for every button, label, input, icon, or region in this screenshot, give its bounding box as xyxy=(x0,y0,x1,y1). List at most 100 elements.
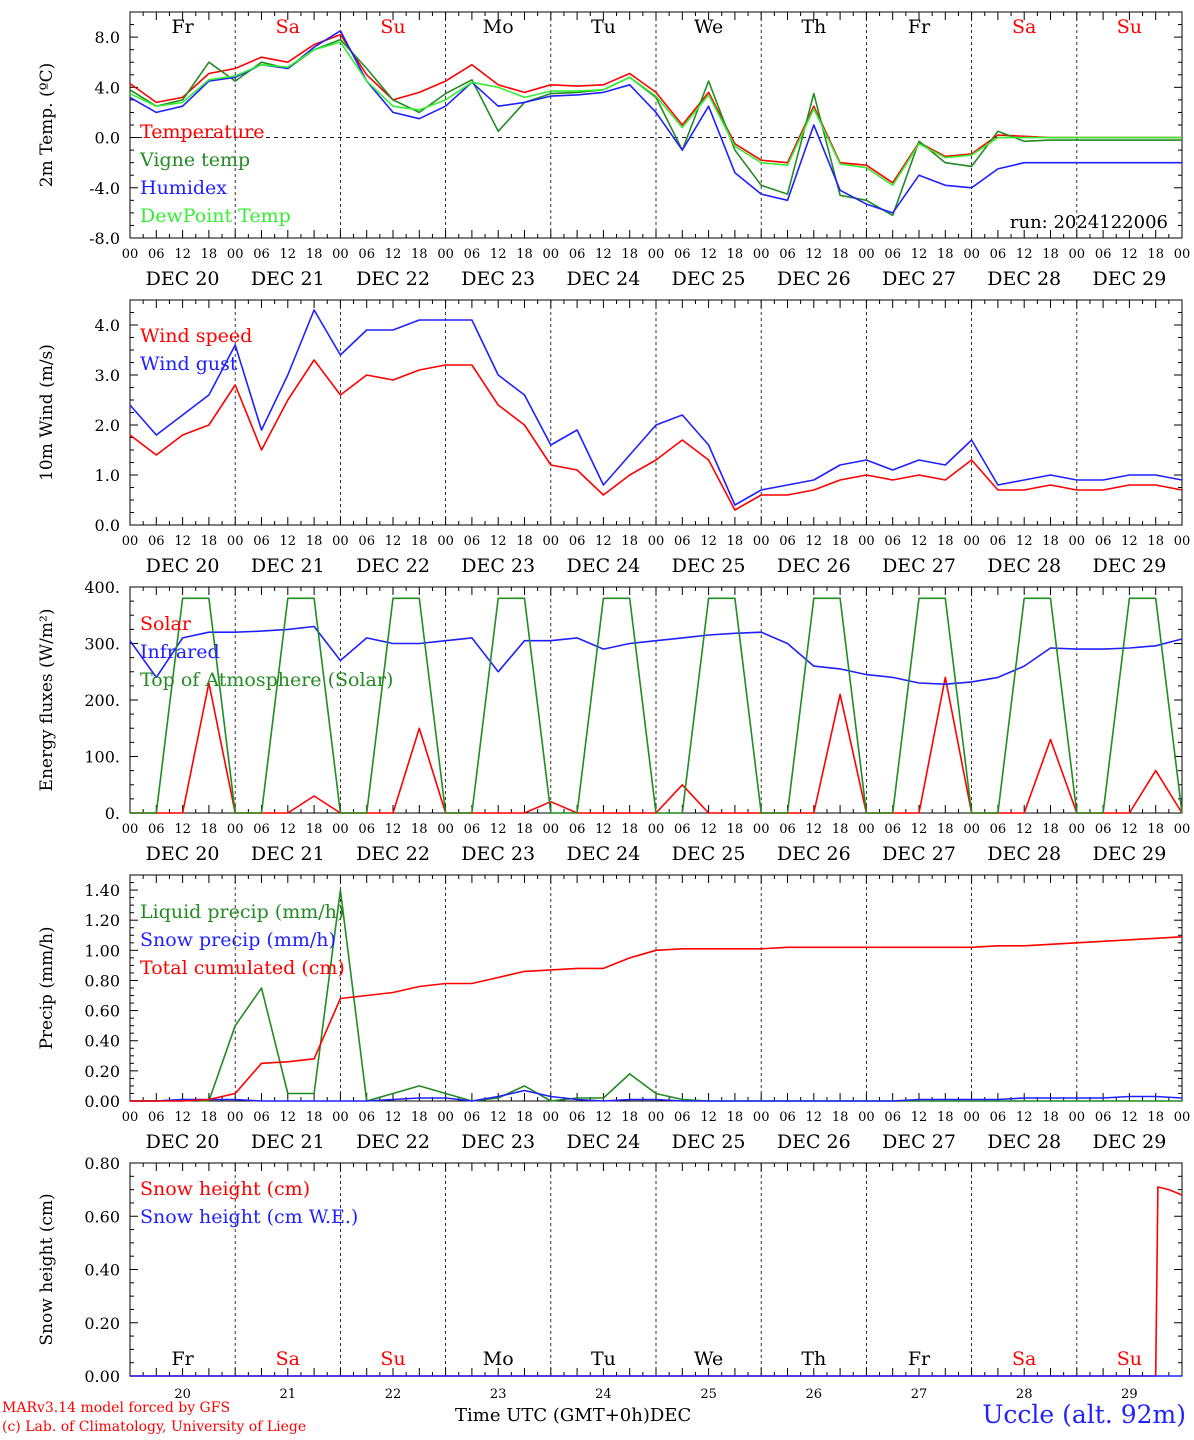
x-date-label: DEC 20 xyxy=(146,1131,220,1153)
x-hour-label: 00 xyxy=(1069,1110,1086,1125)
series-line xyxy=(130,597,1183,814)
x-hour-label: 06 xyxy=(1095,822,1112,837)
x-hour-label: 00 xyxy=(332,1110,349,1125)
day-label: Fr xyxy=(171,16,194,38)
day-label: Sa xyxy=(276,1348,300,1370)
x-hour-label: 06 xyxy=(569,822,586,837)
x-hour-label: 18 xyxy=(201,247,218,262)
y-tick-label: 0.80 xyxy=(84,971,120,990)
y-tick-label: 0.40 xyxy=(84,1261,120,1280)
x-hour-label: 12 xyxy=(490,247,507,262)
x-hour-label: 12 xyxy=(490,822,507,837)
x-hour-label: 12 xyxy=(385,1110,402,1125)
x-hour-label: 06 xyxy=(674,1110,691,1125)
x-hour-label: 06 xyxy=(148,1110,165,1125)
day-label: Fr xyxy=(908,1348,931,1370)
y-tick-label: 400. xyxy=(84,578,120,597)
x-hour-label: 18 xyxy=(937,822,954,837)
day-label: Su xyxy=(1117,16,1142,38)
series-line xyxy=(129,309,1183,506)
day-label: Mo xyxy=(483,16,514,38)
y-tick-label: 1.0 xyxy=(95,466,120,485)
x-hour-label: 18 xyxy=(937,1110,954,1125)
x-date-label: DEC 24 xyxy=(566,555,640,577)
x-hour-label: 00 xyxy=(648,247,665,262)
x-hour-label: 06 xyxy=(990,247,1007,262)
x-hour-label: 12 xyxy=(1121,534,1138,549)
x-hour-label: 18 xyxy=(411,1110,428,1125)
x-hour-label: 12 xyxy=(1016,822,1033,837)
x-hour-label: 00 xyxy=(858,534,875,549)
x-hour-label: 12 xyxy=(174,822,191,837)
day-label: Fr xyxy=(171,1348,194,1370)
legend-entry: Wind gust xyxy=(140,353,238,375)
x-hour-label: 18 xyxy=(621,247,638,262)
y-tick-label: 100. xyxy=(84,748,120,767)
y-tick-label: 1.40 xyxy=(84,881,120,900)
x-date-label: DEC 21 xyxy=(251,555,325,577)
x-hour-label: 06 xyxy=(148,534,165,549)
y-tick-label: 0.0 xyxy=(95,516,120,535)
y-tick-label: 300. xyxy=(84,635,120,654)
x-hour-label: 18 xyxy=(516,822,533,837)
x-hour-label: 06 xyxy=(779,822,796,837)
day-label: Su xyxy=(1117,1348,1142,1370)
x-hour-label: 06 xyxy=(1095,534,1112,549)
x-hour-label: 06 xyxy=(358,247,375,262)
x-hour-label: 18 xyxy=(201,534,218,549)
x-hour-label: 18 xyxy=(411,822,428,837)
run-label: run: 2024122006 xyxy=(1010,212,1168,233)
x-date-label: DEC 26 xyxy=(777,843,851,865)
x-hour-label: 18 xyxy=(1147,534,1164,549)
x-hour-label: 06 xyxy=(253,1110,270,1125)
x-date-label: DEC 26 xyxy=(777,555,851,577)
x-date-label: DEC 27 xyxy=(882,843,956,865)
y-tick-label: 0.0 xyxy=(95,129,120,148)
x-date-number: 28 xyxy=(1016,1387,1033,1402)
legend-entry: Top of Atmosphere (Solar) xyxy=(140,669,393,691)
x-hour-label: 00 xyxy=(1174,534,1191,549)
x-hour-label: 06 xyxy=(884,822,901,837)
x-hour-label: 00 xyxy=(1174,247,1191,262)
x-hour-label: 12 xyxy=(1121,247,1138,262)
x-hour-label: 06 xyxy=(148,247,165,262)
x-hour-label: 18 xyxy=(1042,1110,1059,1125)
legend-entry: Total cumulated (cm) xyxy=(140,957,345,979)
x-hour-label: 18 xyxy=(727,247,744,262)
x-date-label: DEC 21 xyxy=(251,843,325,865)
x-hour-label: 12 xyxy=(1121,822,1138,837)
x-hour-label: 00 xyxy=(858,822,875,837)
x-hour-label: 12 xyxy=(911,247,928,262)
x-hour-label: 12 xyxy=(911,1110,928,1125)
x-hour-label: 18 xyxy=(727,1110,744,1125)
x-hour-label: 06 xyxy=(884,247,901,262)
x-date-label: DEC 23 xyxy=(461,1131,535,1153)
x-hour-label: 18 xyxy=(516,1110,533,1125)
x-hour-label: 00 xyxy=(332,534,349,549)
day-label: Mo xyxy=(483,1348,514,1370)
x-hour-label: 00 xyxy=(543,1110,560,1125)
x-hour-label: 12 xyxy=(280,822,297,837)
x-date-label: DEC 24 xyxy=(566,843,640,865)
x-date-label: DEC 28 xyxy=(987,843,1061,865)
x-hour-label: 18 xyxy=(1042,822,1059,837)
plot-frame xyxy=(129,299,1183,526)
x-hour-label: 06 xyxy=(674,247,691,262)
y-axis-label: 2m Temp. (ºC) xyxy=(37,63,57,188)
x-hour-label: 12 xyxy=(911,534,928,549)
y-tick-label: 4.0 xyxy=(95,78,120,97)
day-label: We xyxy=(694,1348,723,1370)
x-hour-label: 12 xyxy=(1016,247,1033,262)
x-date-label: DEC 22 xyxy=(356,843,430,865)
x-hour-label: 18 xyxy=(1147,822,1164,837)
x-hour-label: 12 xyxy=(700,247,717,262)
x-hour-label: 00 xyxy=(1174,1110,1191,1125)
x-date-label: DEC 23 xyxy=(461,843,535,865)
y-tick-label: 3.0 xyxy=(95,366,120,385)
x-hour-label: 12 xyxy=(595,534,612,549)
x-hour-label: 18 xyxy=(621,822,638,837)
x-hour-label: 12 xyxy=(385,822,402,837)
y-tick-label: 0.20 xyxy=(84,1314,120,1333)
x-hour-label: 18 xyxy=(832,534,849,549)
